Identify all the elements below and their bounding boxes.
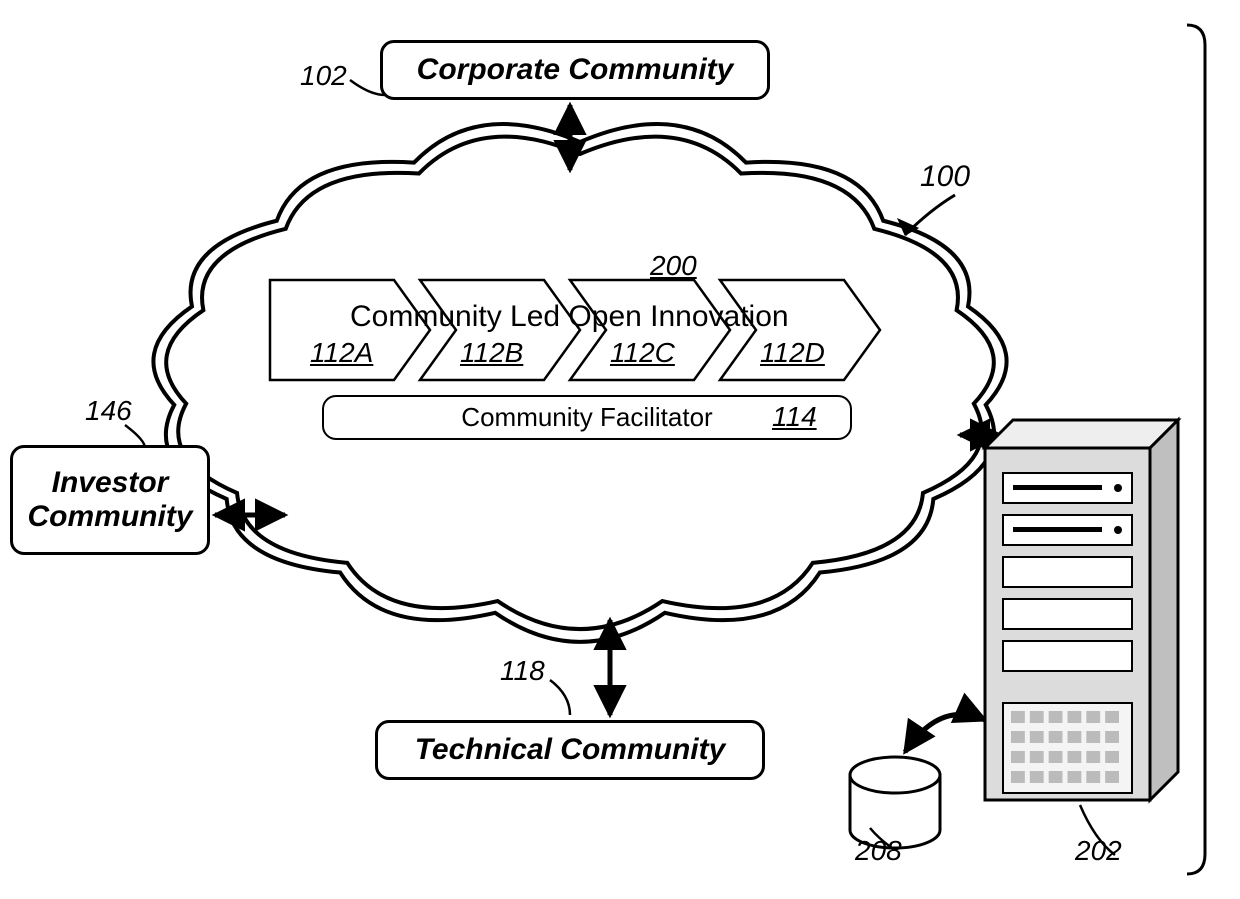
server-ref: 202: [1075, 835, 1122, 867]
chevron-ref-1: 112B: [460, 337, 523, 369]
corporate-community-label: Corporate Community: [417, 53, 734, 87]
system-ref: 100: [920, 160, 970, 194]
database-ref: 208: [855, 835, 902, 867]
investor-ref: 146: [85, 395, 132, 427]
investor-community-box: Investor Community: [10, 445, 210, 555]
cloud: [153, 124, 1006, 642]
server-tower: [985, 420, 1178, 800]
corporate-ref: 102: [300, 60, 347, 92]
chevron-ref-2: 112C: [610, 337, 675, 369]
corporate-community-box: Corporate Community: [380, 40, 770, 100]
technical-community-box: Technical Community: [375, 720, 765, 780]
technical-community-label: Technical Community: [415, 733, 726, 767]
chevron-ref-3: 112D: [760, 337, 825, 369]
chevron-ref-0: 112A: [310, 337, 373, 369]
system-ref-pointer: [898, 195, 955, 235]
community-facilitator-ref: 114: [772, 401, 817, 433]
investor-community-label: Investor Community: [28, 466, 193, 534]
cloud-title: Community Led Open Innovation: [350, 300, 789, 334]
right-bracket: [1187, 25, 1205, 874]
technical-ref: 118: [500, 655, 545, 687]
community-facilitator-label: Community Facilitator: [461, 402, 712, 433]
cloud-main-ref: 200: [650, 250, 697, 282]
diagram-stage: Corporate Community 102 Investor Communi…: [0, 0, 1240, 899]
